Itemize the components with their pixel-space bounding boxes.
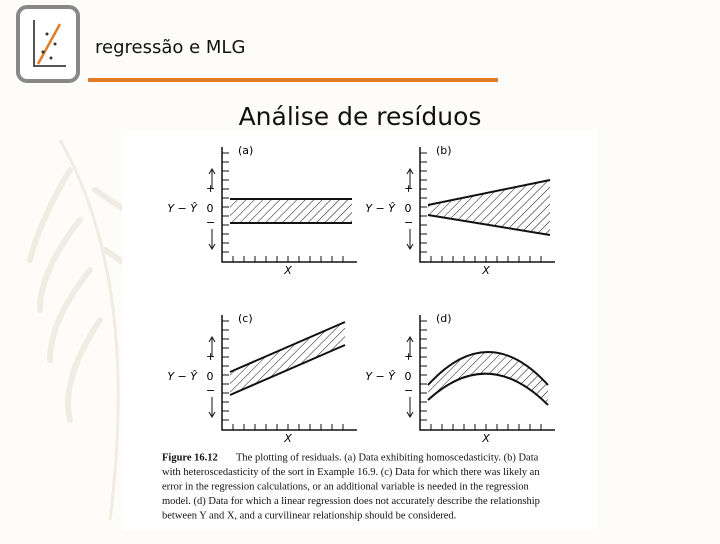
- residual-band: [230, 322, 345, 395]
- panel-label: (b): [436, 144, 452, 157]
- plus-sign: +: [206, 182, 215, 195]
- y-axis-label: Y − Ŷ: [167, 202, 198, 215]
- caption-line: model. (d) Data for which a linear regre…: [162, 496, 540, 507]
- minus-sign: −: [404, 216, 413, 229]
- residual-panel: (a) + −0 Y − Ŷ X: [167, 144, 357, 277]
- minus-sign: −: [206, 384, 215, 397]
- plus-sign: +: [206, 350, 215, 363]
- band-edges: [229, 321, 346, 396]
- sign-arrows: [406, 336, 414, 418]
- zero-label: 0: [207, 370, 214, 383]
- residual-panel: (d) + −0 Y − Ŷ X: [365, 312, 555, 445]
- figure-caption: Figure 16.12 The plotting of residuals. (…: [162, 452, 540, 521]
- plus-sign: +: [404, 350, 413, 363]
- band-edges: [427, 351, 549, 406]
- caption-line: error in the regression calculations, or…: [162, 481, 530, 492]
- residual-panel: (b) + −0 Y − Ŷ X: [365, 144, 555, 277]
- minus-sign: −: [206, 216, 215, 229]
- tick-marks: [222, 320, 344, 430]
- figure-panels: (a)+−0Y − ŶX(b)+−0Y − ŶX(c)+−0Y − ŶX(d)+…: [167, 144, 555, 445]
- y-axis-label: Y − Ŷ: [167, 370, 198, 383]
- caption-line: The plotting of residuals. (a) Data exhi…: [236, 452, 539, 463]
- band-edges: [230, 198, 352, 224]
- panel-label: (d): [436, 312, 452, 325]
- residual-band: [428, 352, 548, 405]
- panel-label: (c): [238, 312, 253, 325]
- zero-label: 0: [207, 202, 214, 215]
- axes: [221, 315, 357, 431]
- zero-label: 0: [405, 202, 412, 215]
- residual-panel: (c) + −0 Y − Ŷ X: [167, 312, 357, 445]
- sign-arrows: [208, 336, 216, 418]
- zero-label: 0: [405, 370, 412, 383]
- x-axis-label: X: [481, 264, 490, 277]
- y-axis-label: Y − Ŷ: [365, 370, 396, 383]
- plus-sign: +: [404, 182, 413, 195]
- residual-band: [230, 199, 352, 223]
- minus-sign: −: [404, 384, 413, 397]
- sign-arrows: [208, 168, 216, 250]
- residual-band: [428, 180, 550, 235]
- tick-marks: [420, 320, 542, 430]
- axes: [221, 147, 357, 263]
- axes: [419, 315, 555, 431]
- sign-arrows: [406, 168, 414, 250]
- axes: [419, 147, 555, 263]
- x-axis-label: X: [481, 432, 490, 445]
- caption-line: between Y and X, and a curvilinear relat…: [162, 510, 456, 521]
- leaf-decoration: [27, 139, 173, 521]
- tick-marks: [222, 152, 344, 262]
- logo-icon: [16, 5, 80, 83]
- header-title: regressão e MLG: [95, 37, 245, 58]
- panel-label: (a): [238, 144, 253, 157]
- tick-marks: [420, 152, 542, 262]
- x-axis-label: X: [283, 432, 292, 445]
- caption-line: with heteroscedasticity of the sort in E…: [162, 467, 540, 478]
- y-axis-label: Y − Ŷ: [365, 202, 396, 215]
- caption-label: Figure 16.12: [162, 452, 218, 463]
- x-axis-label: X: [283, 264, 292, 277]
- slide-title: Análise de resíduos: [239, 102, 482, 131]
- band-edges: [427, 179, 551, 236]
